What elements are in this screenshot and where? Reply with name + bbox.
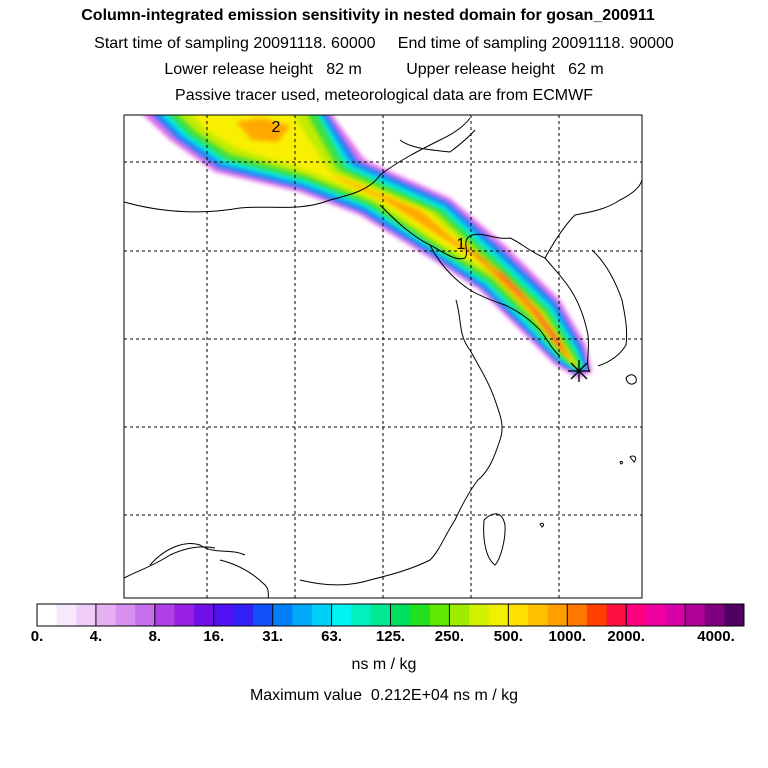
taiwan bbox=[483, 513, 506, 566]
colorbar-cell bbox=[390, 604, 411, 626]
grid-lines bbox=[124, 115, 642, 598]
plume-band-yellowgreen bbox=[179, 115, 579, 367]
marker-label-2: 2 bbox=[272, 119, 281, 136]
sampling-time-line: Start time of sampling 20091118. 60000 E… bbox=[94, 35, 674, 52]
colorbar-cell bbox=[547, 604, 568, 626]
tracer-info-line: Passive tracer used, meteorological data… bbox=[175, 87, 593, 104]
colorbar-cell bbox=[429, 604, 450, 626]
colorbar-cell bbox=[351, 604, 372, 626]
colorbar-tick-label: 4000. bbox=[697, 628, 735, 645]
colorbar-cell bbox=[76, 604, 97, 626]
colorbar-units: ns m / kg bbox=[351, 656, 417, 673]
plume-band-yellow bbox=[192, 115, 576, 365]
colorbar-tick-label: 2000. bbox=[607, 628, 645, 645]
colorbar-tick-label: 1000. bbox=[548, 628, 587, 645]
colorbar-tick-label: 4. bbox=[89, 628, 103, 645]
colorbar-cell bbox=[272, 604, 293, 626]
colorbar-cell bbox=[56, 604, 77, 626]
colorbar-tick-label: 16. bbox=[203, 628, 225, 645]
colorbar-cell bbox=[685, 604, 706, 626]
colorbar-cell bbox=[292, 604, 313, 626]
colorbar-tick-label: 250. bbox=[434, 628, 465, 645]
plume-layers bbox=[143, 115, 592, 378]
colorbar-cell bbox=[37, 604, 58, 626]
colorbar-tick-label: 125. bbox=[375, 628, 406, 645]
colorbar-cell bbox=[586, 604, 608, 626]
colorbar-cell bbox=[626, 604, 647, 626]
colorbar-cell bbox=[488, 604, 509, 626]
colorbar-cell bbox=[449, 604, 470, 626]
colorbar-tick-label: 63. bbox=[321, 628, 343, 645]
plume-band-low bbox=[143, 115, 592, 378]
colorbar-tick-label: 31. bbox=[262, 628, 284, 645]
colorbar-tick-label: 500. bbox=[493, 628, 523, 645]
colorbar-tick-label: 8. bbox=[148, 628, 162, 645]
colorbar-cell bbox=[253, 604, 274, 626]
colorbar-cell bbox=[606, 604, 627, 626]
colorbar-cell bbox=[135, 604, 156, 626]
japan-island-2 bbox=[629, 455, 637, 463]
island-small-1 bbox=[539, 522, 544, 528]
colorbar-cell bbox=[331, 604, 352, 626]
colorbar-cell bbox=[115, 604, 136, 626]
colorbar-cell bbox=[724, 604, 745, 626]
map-frame bbox=[123, 114, 643, 599]
asterisk-star-icon bbox=[568, 360, 590, 382]
colorbar-cell bbox=[194, 604, 215, 626]
coastlines bbox=[124, 117, 642, 598]
coastline-north bbox=[124, 117, 471, 213]
colorbar-cell bbox=[233, 604, 254, 626]
coastline-korea-east bbox=[591, 249, 628, 367]
colorbar-cell bbox=[508, 604, 529, 626]
colorbar-cell bbox=[665, 604, 686, 626]
maximum-value-label: Maximum value 0.212E+04 ns m / kg bbox=[249, 687, 519, 704]
colorbar-cells bbox=[37, 604, 745, 626]
coastline-korea bbox=[544, 179, 642, 259]
colorbar-cell bbox=[213, 604, 234, 626]
colorbar-cell bbox=[527, 604, 549, 626]
coastline-inner bbox=[399, 129, 476, 153]
coastline-east-china bbox=[299, 299, 503, 586]
colorbar-cell bbox=[704, 604, 725, 626]
colorbar-tick-label: 0. bbox=[30, 628, 44, 645]
colorbar-cell bbox=[174, 604, 195, 626]
colorbar-cell bbox=[567, 604, 588, 626]
colorbar-cell bbox=[370, 604, 391, 626]
colorbar-cell bbox=[95, 604, 117, 626]
colorbar-cell bbox=[410, 604, 431, 626]
coastline-bohai bbox=[379, 204, 591, 373]
border-inner-1 bbox=[149, 543, 246, 566]
coastline-hainan bbox=[219, 559, 269, 598]
colorbar-cell bbox=[645, 604, 666, 626]
colorbar-frame bbox=[36, 603, 745, 627]
chart-title: Column-integrated emission sensitivity i… bbox=[81, 7, 655, 24]
japan-island-1 bbox=[625, 374, 637, 385]
coastline-south bbox=[124, 546, 216, 579]
marker-label-1: 1 bbox=[457, 236, 466, 253]
colorbar-cell bbox=[311, 604, 333, 626]
island-small-2 bbox=[619, 460, 624, 465]
colorbar-cell bbox=[154, 604, 175, 626]
release-height-line: Lower release height 82 m Upper release … bbox=[164, 61, 604, 78]
colorbar-cell bbox=[469, 604, 490, 626]
